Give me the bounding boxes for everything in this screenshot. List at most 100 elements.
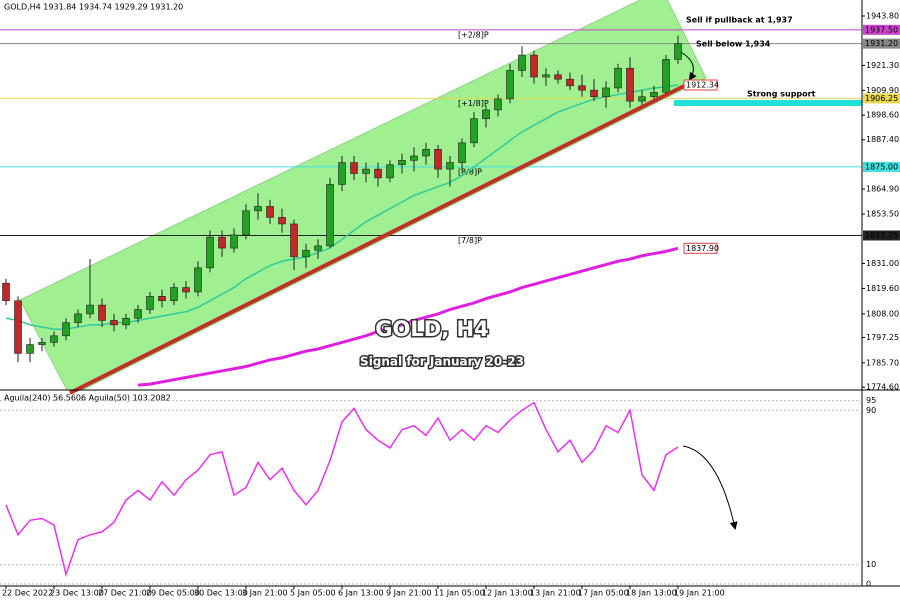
x-tick-label: 29 Dec 05:00 — [146, 589, 200, 598]
candle-body — [530, 54, 538, 78]
candle-body — [602, 87, 610, 98]
candle-body — [410, 155, 418, 161]
candle-body — [494, 98, 502, 111]
candle-body — [110, 320, 118, 326]
candle-body — [134, 309, 142, 319]
y-tick-label: 1887.40 — [866, 135, 899, 144]
annotation: Sell below 1,934 — [696, 40, 771, 49]
value-label: 1912.34 — [686, 81, 719, 90]
level-name: [7/8]P — [458, 236, 482, 245]
price-box — [863, 24, 900, 35]
main-panel: [+2/8]P [+1/8]P [8/8]P [7/8]P — [0, 29, 862, 387]
y-tick-label: 1831.00 — [866, 259, 899, 268]
candle-body — [50, 335, 58, 343]
candle-body — [62, 322, 70, 337]
candle-body — [506, 70, 514, 100]
moving-average — [137, 246, 679, 387]
x-tick-label: 30 Dec 13:00 — [194, 589, 248, 598]
y-tick-label: 1797.25 — [866, 333, 899, 342]
oscillator-line — [5, 401, 679, 578]
price-label: 1843.75 — [865, 231, 898, 240]
support-trendline — [69, 81, 691, 395]
trend-channel — [19, 0, 707, 390]
candle-body — [326, 184, 334, 247]
candle-body — [338, 162, 346, 185]
x-tick-label: 17 Jan 05:00 — [578, 589, 629, 598]
candle-body — [650, 92, 658, 98]
x-tick-label: 3 Jan 21:00 — [242, 589, 288, 598]
candle-body — [674, 43, 682, 60]
level-name: [8/8]P — [458, 167, 482, 176]
x-tick-label: 27 Dec 21:00 — [98, 589, 152, 598]
price-box — [863, 38, 900, 49]
x-tick-label: 5 Jan 05:00 — [290, 589, 336, 598]
candle-body — [350, 162, 358, 174]
y-tick-label: 1808.00 — [866, 309, 899, 318]
annotation: Sell if pullback at 1,937 — [686, 16, 793, 25]
candle-body — [26, 344, 34, 354]
price-box — [863, 161, 900, 172]
price-box — [863, 230, 900, 241]
candle-body — [146, 296, 154, 310]
candle-body — [554, 74, 562, 80]
candle-body — [482, 109, 490, 119]
y-tick-label: 1864.90 — [866, 185, 899, 194]
candle-body — [74, 313, 82, 323]
symbol-info: GOLD,H4 1931.84 1934.74 1929.29 1931.20 — [4, 3, 183, 12]
y-tick-label: 10 — [866, 560, 876, 569]
candle-body — [278, 217, 286, 225]
candle-body — [470, 118, 478, 144]
support-zone — [674, 100, 862, 106]
candle-body — [242, 210, 250, 236]
candle-body — [614, 67, 622, 89]
candle-body — [86, 304, 94, 315]
candle-body — [302, 249, 310, 258]
price-label: 1906.25 — [865, 94, 898, 103]
y-tick-label: 1785.70 — [866, 358, 899, 367]
arrow — [680, 51, 697, 81]
candle-body — [518, 54, 526, 71]
annotation: Strong support — [747, 90, 816, 99]
candle-body — [638, 96, 646, 102]
candle-body — [314, 245, 322, 251]
candle-body — [14, 300, 22, 354]
candle-body — [662, 59, 670, 93]
candle-body — [566, 78, 574, 87]
y-tick-label: 95 — [866, 396, 876, 405]
y-tick-label: 1943.80 — [866, 12, 899, 21]
candle-body — [218, 236, 226, 249]
candle-body — [590, 89, 598, 98]
candle-body — [38, 342, 46, 345]
x-tick-label: 23 Dec 13:00 — [50, 589, 104, 598]
chart-subtitle: Signal for January 20-23 — [360, 355, 524, 369]
x-tick-label: 9 Jan 21:00 — [386, 589, 432, 598]
candle-body — [98, 304, 106, 321]
x-tick-label: 22 Dec 2022 — [2, 589, 53, 598]
candle-body — [254, 206, 262, 212]
x-tick-label: 6 Jan 13:00 — [338, 589, 384, 598]
arrow — [682, 445, 738, 530]
price-label: 1937.50 — [865, 25, 898, 34]
x-tick-label: 12 Jan 13:00 — [482, 589, 533, 598]
candle-body — [434, 149, 442, 170]
candle-body — [158, 296, 166, 302]
candle-body — [374, 168, 382, 179]
candle-body — [446, 162, 454, 170]
candle-body — [230, 234, 238, 249]
candle-body — [206, 236, 214, 269]
y-tick-label: 1819.60 — [866, 284, 899, 293]
value-box — [683, 79, 718, 91]
level-name: [+1/8]P — [458, 99, 489, 108]
chart-title: GOLD, H4 — [375, 317, 488, 341]
candle-body — [626, 67, 634, 102]
y-tick-label: 0 — [866, 580, 871, 589]
candle-body — [182, 287, 190, 293]
value-box — [683, 242, 718, 254]
candle-body — [578, 85, 586, 91]
candle-body — [194, 267, 202, 293]
channel — [19, 0, 707, 390]
candle-body — [386, 164, 394, 179]
candle-body — [266, 206, 274, 218]
candle-body — [170, 287, 178, 302]
